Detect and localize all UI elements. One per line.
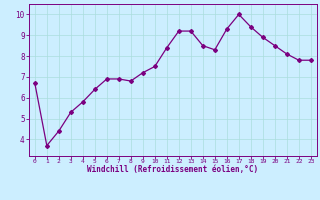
X-axis label: Windchill (Refroidissement éolien,°C): Windchill (Refroidissement éolien,°C) bbox=[87, 165, 258, 174]
